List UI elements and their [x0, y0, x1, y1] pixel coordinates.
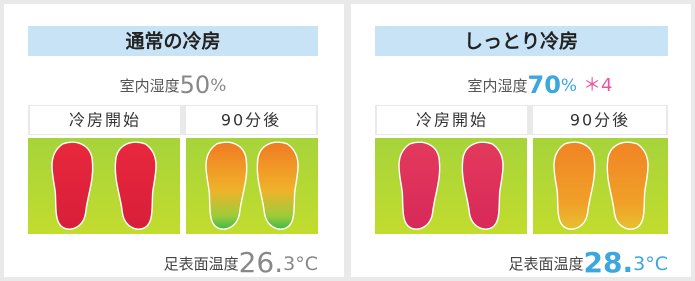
panel-title: しっとり冷房	[464, 30, 578, 53]
humidity-label: 室内湿度	[467, 77, 527, 95]
panel: しっとり冷房 室内湿度70% ＊4 冷房開始 90分後 足表面温度28.3°C	[351, 4, 691, 279]
temp-rest: 3°C	[633, 253, 668, 275]
image-label: 90分後	[221, 111, 281, 130]
humidity-unit: %	[210, 76, 226, 96]
panel: 通常の冷房 室内湿度50% 冷房開始 90分後 足表面温度26.3°C	[4, 4, 344, 279]
humidity-value: 50	[180, 71, 211, 99]
humidity-value: 70	[528, 71, 561, 99]
temp-value: 28.	[584, 246, 634, 279]
thermal-image	[28, 138, 180, 234]
temp-rest: 3°C	[283, 253, 318, 275]
thermal-image	[533, 138, 668, 234]
thermal-image	[186, 138, 318, 234]
temp-label: 足表面温度	[509, 255, 584, 273]
note: ＊4	[583, 75, 612, 96]
comparison-graphic: 通常の冷房 室内湿度50% 冷房開始 90分後 足表面温度26.3°C しっとり…	[0, 0, 695, 281]
image-label: 冷房開始	[69, 111, 141, 130]
temp-label: 足表面温度	[164, 255, 239, 273]
temp-value: 26.	[239, 246, 284, 279]
humidity-label: 室内湿度	[120, 77, 180, 95]
thermal-image	[375, 138, 527, 234]
image-label: 冷房開始	[416, 111, 488, 130]
humidity-unit: %	[561, 76, 577, 96]
panel-title: 通常の冷房	[125, 30, 220, 53]
image-label: 90分後	[570, 111, 630, 130]
